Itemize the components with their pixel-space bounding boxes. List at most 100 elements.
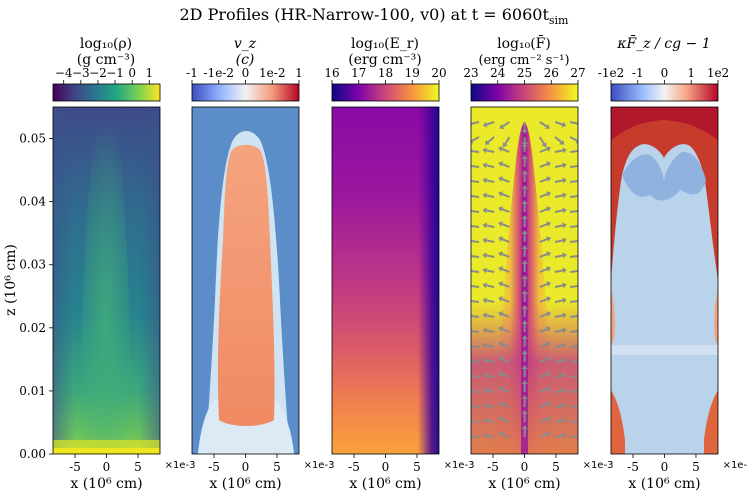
x-offset-label: ×1e-3 bbox=[583, 460, 614, 471]
flux-arrow bbox=[486, 404, 495, 408]
flux-arrow bbox=[471, 404, 480, 408]
flux-arrow-head bbox=[546, 371, 551, 377]
flux-arrow-head bbox=[521, 260, 528, 265]
flux-arrow bbox=[554, 149, 564, 153]
flux-arrow bbox=[486, 419, 495, 423]
flux-arrow-head bbox=[498, 161, 504, 167]
flux-arrow bbox=[501, 358, 510, 363]
flux-arrow bbox=[570, 359, 578, 363]
flux-arrow bbox=[471, 434, 480, 438]
panel-Er-label-line2: (erg cm⁻³) bbox=[348, 52, 421, 68]
flux-arrow bbox=[471, 254, 480, 258]
panel-density-label-line2: (g cm⁻³) bbox=[77, 52, 135, 68]
colorbar-tick-label: 17 bbox=[351, 66, 366, 80]
flux-arrow bbox=[570, 254, 578, 258]
flux-arrow bbox=[471, 314, 480, 318]
axes-layer: -5 0 5 ×1e-3 x (10⁶ cm) -5 0 5 ×1e-3 x (10⁶ cm) -5… bbox=[19, 132, 748, 492]
flux-arrow bbox=[486, 224, 495, 228]
flux-arrow bbox=[501, 193, 510, 198]
flux-arrow-head bbox=[471, 139, 474, 144]
flux-arrow bbox=[539, 433, 548, 438]
x-tick-label: 5 bbox=[552, 460, 560, 474]
flux-arrow-head bbox=[482, 267, 487, 274]
flux-arrow bbox=[539, 148, 548, 153]
flux-arrow-head bbox=[482, 121, 488, 128]
colorbar-kappaF-ticks: -1e2 -1 0 1 1e2 bbox=[598, 66, 729, 84]
flux-arrow bbox=[486, 329, 495, 333]
panel-density: log₁₀(ρ) (g cm⁻³) −4 −3 −2 −1 0 1 bbox=[52, 36, 161, 455]
flux-arrow-head bbox=[544, 123, 550, 129]
flux-arrow bbox=[486, 194, 495, 198]
flux-arrow bbox=[486, 284, 495, 288]
colorbar-Er-ticks: 16 17 18 19 20 bbox=[324, 66, 447, 84]
flux-arrow bbox=[539, 283, 548, 288]
flux-arrow bbox=[570, 194, 578, 198]
flux-arrow bbox=[554, 374, 564, 378]
flux-arrow bbox=[554, 209, 564, 213]
flux-arrow bbox=[486, 374, 495, 378]
flux-arrow-head bbox=[546, 176, 551, 182]
flux-arrow bbox=[487, 136, 495, 143]
flux-arrow bbox=[554, 344, 564, 348]
colorbar-tick-label: −4 bbox=[55, 66, 73, 80]
flux-arrow-head bbox=[521, 200, 528, 205]
flux-arrow-head bbox=[521, 155, 528, 160]
heatmap-density bbox=[53, 107, 160, 454]
flux-arrow-head bbox=[562, 432, 567, 439]
flux-arrow-head bbox=[521, 215, 528, 220]
flux-arrow-head bbox=[498, 386, 504, 392]
colorbar-density bbox=[52, 83, 161, 102]
flux-arrow bbox=[471, 374, 480, 378]
flux-arrow bbox=[486, 299, 495, 303]
heatmap-vz bbox=[192, 107, 299, 454]
flux-arrow bbox=[539, 418, 548, 423]
colorbar-vz bbox=[191, 83, 300, 102]
flux-arrow bbox=[554, 299, 564, 303]
flux-arrow bbox=[486, 209, 495, 213]
x-tick-label: 0 bbox=[521, 460, 529, 474]
flux-arrow bbox=[501, 148, 510, 153]
flux-arrow bbox=[554, 329, 564, 333]
flux-arrow-head bbox=[482, 342, 487, 349]
flux-arrow bbox=[501, 343, 510, 348]
flux-arrow-head bbox=[482, 387, 487, 394]
flux-arrow-head bbox=[484, 139, 490, 145]
colorbar-tick-label: 23 bbox=[463, 66, 478, 80]
flux-arrow bbox=[486, 359, 495, 363]
flux-arrow bbox=[471, 136, 480, 142]
flux-arrow bbox=[554, 239, 564, 243]
flux-arrow-head bbox=[562, 162, 567, 169]
flux-arrow bbox=[554, 404, 564, 408]
flux-arrow-head bbox=[546, 386, 551, 392]
colorbar-Er bbox=[331, 83, 440, 102]
flux-arrow-head bbox=[521, 380, 528, 385]
flux-arrow-head bbox=[546, 431, 551, 437]
x-tick-label: 5 bbox=[692, 460, 700, 474]
flux-arrow-head bbox=[521, 245, 528, 250]
flux-arrow-head bbox=[482, 162, 487, 169]
flux-arrow bbox=[486, 164, 495, 168]
flux-arrow-field bbox=[471, 121, 578, 439]
flux-arrow-head bbox=[498, 146, 504, 152]
flux-arrow bbox=[502, 121, 510, 128]
flux-arrow bbox=[570, 179, 578, 183]
x-offset-label: ×1e-3 bbox=[304, 460, 335, 471]
flux-arrow-head bbox=[562, 237, 567, 244]
flux-arrow-head bbox=[562, 147, 567, 154]
flux-arrow-head bbox=[562, 252, 567, 259]
y-tick-label: 0.04 bbox=[19, 195, 46, 209]
colorbar-tick-label: 0 bbox=[128, 66, 136, 80]
colorbar-tick-label: 1e-2 bbox=[259, 66, 285, 80]
flux-arrow-head bbox=[562, 177, 567, 184]
flux-arrow bbox=[539, 193, 548, 198]
flux-arrow bbox=[501, 178, 510, 183]
flux-arrow-head bbox=[521, 320, 528, 325]
flux-arrow-head bbox=[546, 341, 551, 347]
flux-arrow-head bbox=[521, 365, 528, 370]
flux-arrow bbox=[486, 389, 495, 393]
flux-arrow bbox=[554, 419, 564, 423]
flux-arrow-head bbox=[482, 417, 487, 424]
x-tick-label: -5 bbox=[627, 460, 639, 474]
flux-arrow bbox=[501, 283, 510, 288]
flux-arrow-head bbox=[546, 251, 551, 257]
